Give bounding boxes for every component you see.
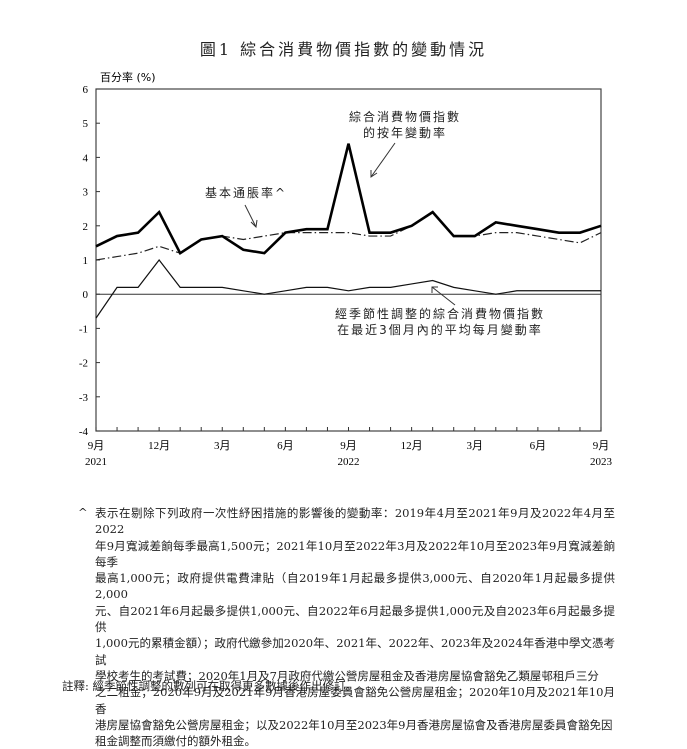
- footnote-line: 之二租金；2020年9月及2021年9月香港房屋委員會豁免公營房屋租金；2020…: [95, 685, 615, 716]
- annotation-sa: 經季節性調整的綜合消費物價指數: [335, 306, 545, 321]
- x-tick-year: 2022: [338, 456, 360, 468]
- arrowhead-icon: [431, 286, 438, 293]
- x-tick-label: 9月: [593, 440, 610, 452]
- footnote-line: 表示在剔除下列政府一次性紓困措施的影響後的變動率：2019年4月至2021年9月…: [95, 506, 615, 537]
- y-tick-label: 0: [83, 289, 89, 301]
- arrow-sa: [431, 286, 456, 306]
- remark-text: 註釋: 經季節性調整的數列可在取得更多數據後作出修訂。: [62, 679, 358, 693]
- footnote-text: 表示在剔除下列政府一次性紓困措施的影響後的變動率：2019年4月至2021年9月…: [95, 505, 615, 749]
- arrowhead-icon: [370, 170, 378, 178]
- footnote-line: 港房屋協會豁免公營房屋租金；以及2022年10月至2023年9月香港房屋協會及香…: [95, 717, 613, 732]
- annotation-underlying: 基本通脹率^: [205, 185, 287, 200]
- x-tick-label: 6月: [277, 440, 294, 452]
- plot-frame: [95, 88, 602, 432]
- x-tick-label: 12月: [401, 440, 423, 452]
- series-line: [95, 143, 602, 256]
- arrow-underlying: [244, 204, 257, 228]
- arrowhead-icon: [250, 219, 258, 229]
- x-tick-year: 2023: [590, 456, 613, 468]
- y-tick-label: 4: [83, 152, 89, 164]
- footnote-marker: ^: [78, 505, 88, 519]
- x-tick-label: 6月: [530, 440, 547, 452]
- y-tick-label: -3: [79, 392, 89, 404]
- y-axis-label: 百分率 (%): [100, 70, 156, 84]
- x-tick-year: 2021: [85, 456, 107, 468]
- y-tick-label: 6: [83, 84, 89, 96]
- x-tick-label: 9月: [340, 440, 357, 452]
- footnote-line: 年9月寬減差餉每季最高1,500元；2021年10月至2022年3月及2022年…: [95, 538, 615, 569]
- y-tick-label: -1: [79, 323, 88, 335]
- arrow-headline: [370, 142, 396, 178]
- annotation-headline: 的按年變動率: [363, 125, 447, 140]
- chart-title: 圖1 綜合消費物價指數的變動情況: [199, 40, 488, 59]
- series-line: [95, 259, 601, 319]
- x-tick-label: 3月: [214, 440, 231, 452]
- line-chart: 6 5 4 3 2 1 0 -1 -2 -3 -4 百分率 (%) 9月 2021 12月 3月 6月 9月 202…: [79, 70, 613, 468]
- y-tick-label: -2: [79, 358, 88, 370]
- footnote-line: 1,000元的累積金額）；政府代繳參加2020年、2021年、2022年、202…: [95, 636, 615, 667]
- footnote-line: 元、自2021年6月起最多提供1,000元、自2022年6月起最多提供1,000…: [95, 603, 615, 635]
- y-tick-label: -4: [79, 426, 89, 438]
- footnote-line: 最高1,000元；政府提供電費津貼（自2019年1月起最多提供3,000元、自2…: [95, 571, 615, 602]
- y-tick-label: 2: [83, 221, 89, 233]
- footnote-line: 學校考生的考試費；2020年1月及7月政府代繳公營房屋租金及香港房屋協會豁免乙類…: [95, 668, 599, 683]
- x-tick-label: 12月: [148, 440, 170, 452]
- x-tick-label: 3月: [467, 440, 484, 452]
- y-tick-label: 5: [83, 118, 89, 130]
- x-tick-label: 9月: [88, 440, 105, 452]
- annotation-sa: 在最近3個月內的平均每月變動率: [337, 322, 543, 337]
- y-tick-label: 3: [83, 187, 89, 199]
- y-tick-label: 1: [83, 255, 89, 267]
- annotation-headline: 綜合消費物價指數: [349, 109, 461, 124]
